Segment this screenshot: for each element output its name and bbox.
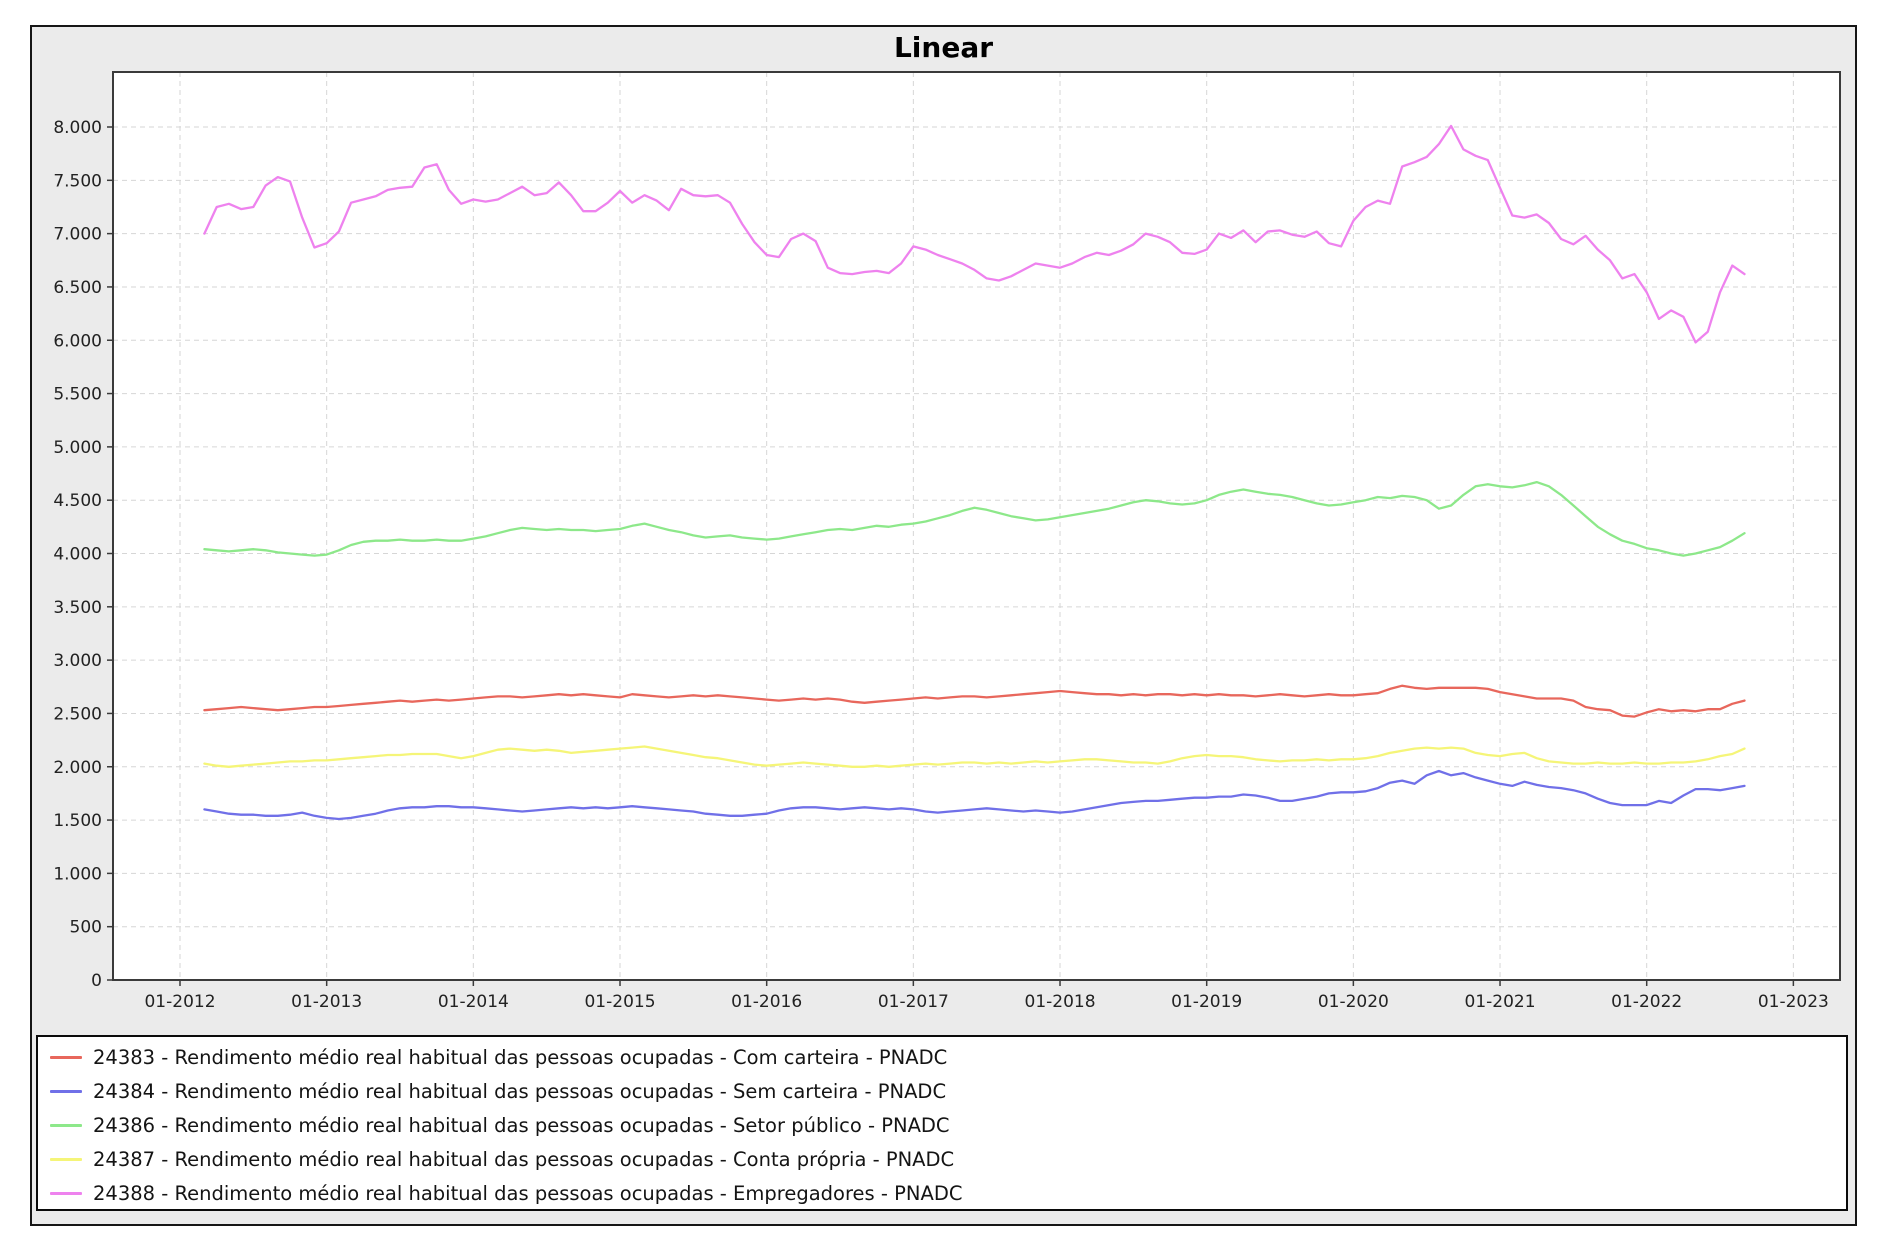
legend-label: 24383 - Rendimento médio real habitual d… [93, 1045, 948, 1069]
x-tick-label: 01-2018 [1025, 992, 1096, 1012]
series-line-yellow [203, 745, 1746, 768]
x-tick-label: 01-2016 [731, 992, 802, 1012]
x-tick-label: 01-2014 [438, 992, 509, 1012]
chart-figure: Linear 01-2012 01-2013 01-2014 01-2015 01-20… [30, 25, 1857, 1226]
legend-item-24384: 24384 - Rendimento médio real habitual d… [50, 1074, 1846, 1108]
legend-label: 24386 - Rendimento médio real habitual d… [93, 1113, 950, 1137]
y-tick-label: 3.500 [53, 598, 102, 618]
y-tick-label: 7.500 [53, 171, 102, 191]
legend-item-24386: 24386 - Rendimento médio real habitual d… [50, 1108, 1846, 1142]
plot-background [113, 72, 1840, 980]
y-tick-label: 6.500 [53, 278, 102, 298]
y-tick-label: 8.000 [53, 118, 102, 138]
x-tick-label: 01-2017 [878, 992, 949, 1012]
x-tick-label: 01-2021 [1465, 992, 1536, 1012]
y-tick-label: 2.500 [53, 704, 102, 724]
x-tick-label: 01-2020 [1318, 992, 1389, 1012]
legend-swatch-red-icon [50, 1055, 82, 1059]
series-line-blue [203, 769, 1746, 821]
legend-item-24388: 24388 - Rendimento médio real habitual d… [50, 1176, 1846, 1210]
x-tick-label: 01-2023 [1758, 992, 1829, 1012]
legend-label: 24384 - Rendimento médio real habitual d… [93, 1079, 947, 1103]
legend-label: 24388 - Rendimento médio real habitual d… [93, 1181, 963, 1205]
legend-swatch-magenta-icon [50, 1191, 82, 1195]
y-tick-label: 2.000 [53, 758, 102, 778]
x-tick-label: 01-2022 [1611, 992, 1682, 1012]
y-tick-label: 4.000 [53, 545, 102, 565]
series-line-green [203, 480, 1746, 557]
legend-item-24383: 24383 - Rendimento médio real habitual d… [50, 1040, 1846, 1074]
line-chart: 01-2012 01-2013 01-2014 01-2015 01-2016 01-20… [53, 71, 1841, 1012]
x-tick-label: 01-2015 [584, 992, 655, 1012]
legend-box: 24383 - Rendimento médio real habitual d… [36, 1035, 1848, 1211]
y-tick-label: 4.500 [53, 491, 102, 511]
y-tick-label: 7.000 [53, 225, 102, 245]
y-tick-label: 500 [70, 918, 102, 938]
series-line-red [203, 684, 1746, 718]
x-tick-label: 01-2012 [144, 992, 215, 1012]
chart-title: Linear [893, 31, 994, 64]
y-tick-label: 3.000 [53, 651, 102, 671]
legend-swatch-green-icon [50, 1123, 82, 1127]
legend-item-24387: 24387 - Rendimento médio real habitual d… [50, 1142, 1846, 1176]
series-line-magenta [203, 124, 1746, 344]
x-tick-label: 01-2013 [291, 992, 362, 1012]
y-tick-label: 0 [91, 971, 102, 991]
y-tick-label: 5.000 [53, 438, 102, 458]
x-tick-label: 01-2019 [1171, 992, 1242, 1012]
legend-swatch-yellow-icon [50, 1157, 82, 1161]
y-tick-label: 1.000 [53, 864, 102, 884]
legend-label: 24387 - Rendimento médio real habitual d… [93, 1147, 955, 1171]
y-tick-label: 5.500 [53, 385, 102, 405]
legend-swatch-blue-icon [50, 1089, 82, 1093]
y-tick-label: 1.500 [53, 811, 102, 831]
y-tick-label: 6.000 [53, 331, 102, 351]
plot-border [112, 71, 1841, 981]
